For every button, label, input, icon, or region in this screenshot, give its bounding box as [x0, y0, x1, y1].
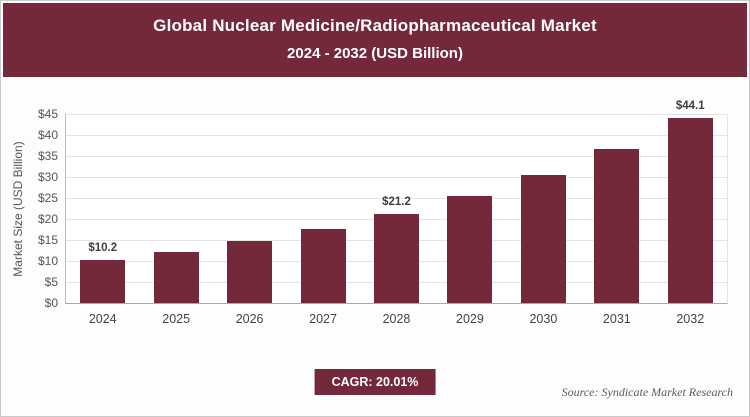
- bar-value-label: $21.2: [382, 195, 411, 208]
- bar-value-label: $10.2: [88, 242, 118, 255]
- chart-subtitle: 2024 - 2032 (USD Billion): [287, 45, 463, 62]
- plot-area: $0 $5 $10 $15 $20 $25 $30 $35 $40 $45 $10.2 2024 202…: [38, 100, 728, 326]
- gridline: [66, 156, 727, 157]
- x-tick-label: 2030: [529, 312, 558, 326]
- bar-2026: [227, 241, 273, 303]
- x-tick-label: 2028: [382, 312, 411, 326]
- y-tick-label: $0: [44, 296, 58, 310]
- x-tick-label: 2025: [162, 312, 191, 326]
- y-tick-label: $15: [37, 233, 58, 247]
- y-tick-label: $35: [37, 149, 58, 163]
- y-tick-label: $30: [37, 170, 58, 184]
- gridline: [66, 114, 727, 115]
- bar-2031: [594, 149, 640, 303]
- chart-title: Global Nuclear Medicine/Radiopharmaceuti…: [153, 16, 597, 35]
- y-tick-label: $20: [37, 212, 58, 226]
- y-tick-label: $45: [37, 107, 58, 121]
- gridline: [66, 135, 727, 136]
- source-text: Source: Syndicate Market Research: [561, 385, 733, 399]
- x-tick-label: 2031: [602, 312, 631, 326]
- x-tick-label: 2027: [309, 312, 337, 326]
- bar-2027: [300, 229, 346, 303]
- bar-2030: [520, 174, 566, 303]
- x-tick-label: 2032: [676, 312, 705, 326]
- gridline: [66, 177, 727, 178]
- y-tick-label: $10: [37, 254, 58, 268]
- gridline: [66, 198, 727, 199]
- bar-2028: [374, 213, 419, 303]
- cagr-badge: CAGR: 20.01%: [314, 369, 436, 395]
- y-tick-label: $5: [44, 275, 58, 289]
- y-axis-label: Market Size (USD Billion): [11, 141, 25, 277]
- x-tick-label: 2026: [235, 312, 264, 326]
- y-tick-label: $25: [37, 191, 58, 205]
- x-tick-label: 2024: [88, 312, 117, 326]
- bar-2032: [667, 117, 713, 303]
- x-tick-label: 2029: [456, 312, 484, 326]
- chart-header: Global Nuclear Medicine/Radiopharmaceuti…: [3, 3, 747, 77]
- y-tick-label: $40: [37, 128, 58, 142]
- bar-value-label: $44.1: [675, 99, 705, 112]
- bar-2029: [447, 196, 493, 303]
- bar-2025: [153, 251, 199, 303]
- bar-2024: [80, 260, 126, 303]
